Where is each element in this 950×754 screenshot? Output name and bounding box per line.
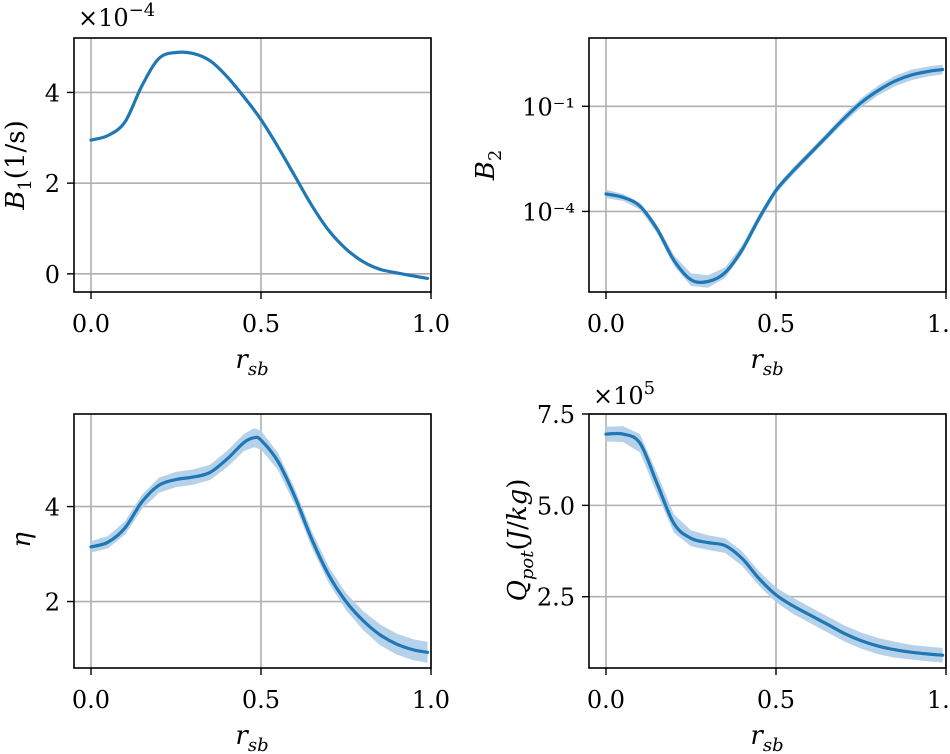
b1-offset-exponent: −4 [129,0,156,21]
b1-plot-area: 0.0 0.5 1.0 0 2 4 [45,37,450,338]
panel-qpot: 0.0 0.5 1.0 2.5 5.0 7.5 ×105 Qpot(J/kg) rsb [503,378,950,754]
b1-xlabel-subscript: sb [248,359,269,380]
qpot-series-0-band [606,426,943,663]
qpot-ylabel-units-slash: / [503,521,533,530]
eta-ytick-label-0: 2 [45,589,60,617]
eta-series-0-band [91,428,428,663]
eta-xtick-label-2: 1.0 [412,686,450,714]
b2-xlabel: rsb [750,345,783,380]
eta-ylabel: η [7,532,37,548]
qpot-series-0-line [604,431,945,657]
b2-xtick-label-0: 0.0 [587,310,625,338]
qpot-ytick-label-1: 5.0 [537,492,575,520]
b2-axes-frame [588,37,947,293]
eta-ytick-label-1: 4 [45,494,60,522]
qpot-xlabel-subscript: sb [763,735,784,754]
qpot-ytick-label-2: 7.5 [537,401,575,429]
b1-ylabel-subscript: 1 [15,179,36,190]
qpot-xtick-label-2: 1.0 [927,686,950,714]
b1-series-0-line [89,50,430,280]
b1-ylabel-units: (1/s) [1,120,31,179]
b1-ytick-label-0: 0 [45,261,60,289]
qpot-plot-area: 0.0 0.5 1.0 2.5 5.0 7.5 [537,401,950,714]
b2-xlabel-subscript: sb [763,359,784,380]
qpot-ylabel-units-close: ) [503,479,533,489]
b2-ytick-label-1: 10⁻¹ [522,93,575,121]
b2-series-0-line [604,67,945,284]
b1-xlabel: rsb [235,345,268,380]
eta-xtick-label-0: 0.0 [72,686,110,714]
b1-offset-label: ×10−4 [78,0,155,32]
panel-eta: 0.0 0.5 1.0 2 4 η rsb [7,413,450,754]
b1-ytick-label-2: 4 [45,79,60,107]
eta-axes-frame [73,413,432,669]
qpot-offset-label: ×105 [593,378,655,410]
qpot-xlabel: rsb [750,721,783,754]
b2-ylabel: B2 [471,150,506,182]
qpot-ylabel-units: ( [503,540,533,550]
eta-xlabel: rsb [235,721,268,754]
b2-ylabel-subscript: 2 [485,150,506,161]
b1-ytick-label-1: 2 [45,170,60,198]
qpot-ylabel: Qpot(J/kg) [503,479,538,602]
b1-axes-frame [73,37,432,293]
eta-xtick-label-1: 0.5 [242,686,280,714]
b1-xtick-label-2: 1.0 [412,310,450,338]
b1-xtick-label-1: 0.5 [242,310,280,338]
eta-xlabel-subscript: sb [248,735,269,754]
b2-xtick-label-2: 1.0 [927,310,950,338]
qpot-axes-frame [588,413,947,669]
eta-series-0-line [89,435,430,654]
panel-b2: 0.0 0.5 1.0 10⁻⁴ 10⁻¹ B2 rsb [471,37,950,380]
b2-xtick-label-1: 0.5 [757,310,795,338]
b2-ytick-label-0: 10⁻⁴ [522,198,575,226]
b2-series-0-band [606,64,943,288]
qpot-offset-exponent: 5 [644,378,655,399]
qpot-ylabel-units-kg: kg [503,489,533,521]
qpot-xtick-label-1: 0.5 [757,686,795,714]
b1-ylabel: B1(1/s) [1,120,36,211]
qpot-ytick-label-0: 2.5 [537,584,575,612]
qpot-ylabel-subscript: pot [517,550,538,580]
panel-b1: 0.0 0.5 1.0 0 2 4 ×10−4 B1(1/s) rsb [1,0,450,380]
b2-plot-area: 0.0 0.5 1.0 10⁻⁴ 10⁻¹ [522,37,950,338]
qpot-ylabel-units-j: J [503,528,533,545]
b1-xtick-label-0: 0.0 [72,310,110,338]
qpot-xtick-label-0: 0.0 [587,686,625,714]
eta-plot-area: 0.0 0.5 1.0 2 4 [45,413,450,714]
